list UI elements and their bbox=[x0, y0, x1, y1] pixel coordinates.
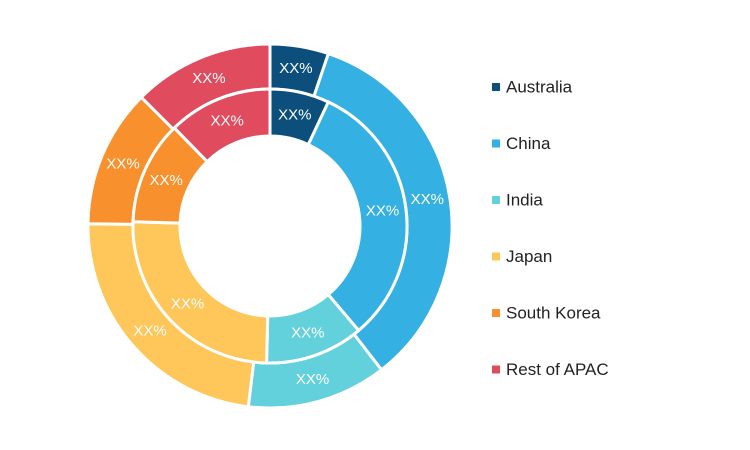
outer-slice-label-india: XX% bbox=[296, 371, 329, 388]
legend-label-south-korea: South Korea bbox=[506, 304, 601, 323]
legend-item-india: India bbox=[492, 191, 543, 210]
outer-slice-label-china: XX% bbox=[411, 191, 444, 208]
outer-slice-label-australia: XX% bbox=[279, 60, 312, 77]
legend-item-rest-of-apac: Rest of APAC bbox=[492, 360, 609, 379]
inner-slice-label-south-korea: XX% bbox=[149, 172, 182, 189]
inner-slice-label-australia: XX% bbox=[278, 107, 311, 124]
legend-item-australia: Australia bbox=[492, 78, 573, 97]
outer-slice-label-japan: XX% bbox=[133, 323, 166, 340]
inner-slice-china bbox=[306, 100, 409, 333]
inner-slice-label-india: XX% bbox=[291, 325, 324, 342]
legend-label-australia: Australia bbox=[506, 78, 573, 97]
legend-label-japan: Japan bbox=[506, 247, 552, 266]
legend-label-china: China bbox=[506, 134, 551, 153]
inner-slice-label-rest-of-apac: XX% bbox=[211, 112, 244, 129]
inner-slice-japan bbox=[131, 220, 270, 365]
outer-slice-label-rest-of-apac: XX% bbox=[192, 70, 225, 87]
legend-item-japan: Japan bbox=[492, 247, 552, 266]
legend-label-india: India bbox=[506, 191, 543, 210]
legend-swatch-south-korea bbox=[492, 309, 500, 317]
inner-slice-rest-of-apac bbox=[172, 87, 272, 164]
legend-label-rest-of-apac: Rest of APAC bbox=[506, 360, 609, 379]
legend-swatch-india bbox=[492, 196, 500, 204]
legend-swatch-china bbox=[492, 139, 500, 148]
legend-item-china: China bbox=[492, 134, 551, 153]
slices-group bbox=[86, 42, 454, 410]
inner-slice-label-china: XX% bbox=[366, 203, 399, 220]
inner-slice-label-japan: XX% bbox=[171, 295, 204, 312]
outer-slice-label-south-korea: XX% bbox=[106, 156, 139, 173]
legend-swatch-australia bbox=[492, 83, 500, 91]
legend-swatch-rest-of-apac bbox=[492, 365, 500, 374]
slice-labels-group: XX% XX% XX% XX% XX% XX% XX% XX% XX% XX% XX% XX% bbox=[106, 60, 444, 388]
legend-item-south-korea: South Korea bbox=[492, 304, 601, 323]
legend-swatch-japan bbox=[492, 252, 500, 261]
legend: Australia China India Japan South Korea Rest … bbox=[492, 78, 609, 379]
